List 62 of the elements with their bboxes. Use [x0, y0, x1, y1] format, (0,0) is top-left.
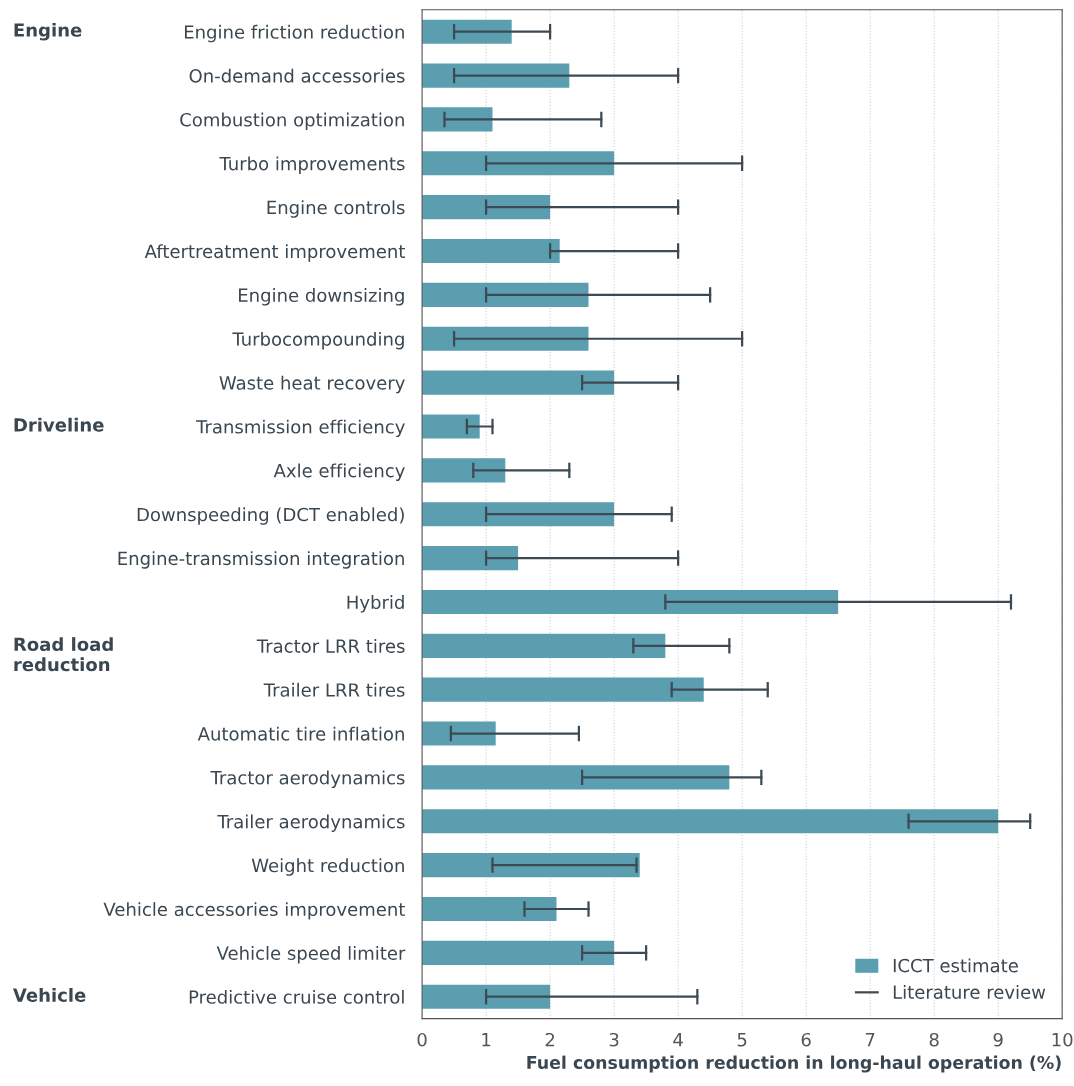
bar — [422, 282, 589, 307]
y-tick-label: Predictive cruise control — [189, 989, 404, 1004]
x-tick-label: 10 — [1052, 1032, 1073, 1047]
bar — [422, 19, 512, 44]
y-tick-label: Engine controls — [267, 200, 405, 218]
legend-label: ICCT estimate — [893, 958, 1018, 973]
bar — [422, 458, 506, 483]
y-tick-label: Engine friction reduction — [184, 24, 404, 43]
y-tick-label: Engine-transmission integration — [118, 551, 404, 569]
text: Road load reduction — [14, 637, 113, 672]
text: Driveline — [14, 417, 104, 432]
x-tick-label: 7 — [865, 1033, 875, 1047]
x-tick-label: 4 — [673, 1033, 683, 1047]
y-tick-label: Turbocompounding — [232, 331, 404, 350]
bar — [422, 633, 666, 658]
y-tick-label: Engine downsizing — [239, 288, 404, 306]
y-tick-label: Tractor aerodynamics — [210, 770, 405, 789]
y-tick-label: Axle efficiency — [273, 463, 405, 481]
y-tick-label: Weight reduction — [251, 858, 404, 876]
bar — [422, 502, 615, 527]
y-tick-label: Trailer aerodynamics — [217, 814, 405, 832]
x-tick-label: 9 — [993, 1032, 1003, 1047]
bar — [422, 151, 615, 176]
bar — [422, 853, 640, 878]
y-tick-label: On-demand accessories — [189, 68, 405, 83]
bar — [422, 984, 551, 1009]
y-tick-label: Downspeeding (DCT enabled) — [137, 507, 404, 525]
y-tick-label: Trailer LRR tires — [263, 682, 405, 697]
y-tick-label: Automatic tire inflation — [197, 726, 404, 741]
y-tick-label: Vehicle speed limiter — [216, 946, 406, 964]
bar — [422, 370, 615, 395]
y-tick-label: Tractor LRR tires — [256, 638, 405, 653]
bar — [422, 940, 615, 965]
x-tick-label: 6 — [801, 1032, 811, 1047]
bar — [422, 326, 589, 351]
y-tick-label: Waste heat recovery — [219, 375, 405, 394]
bar — [422, 721, 496, 746]
bar — [422, 677, 704, 702]
x-tick-label: 0 — [417, 1032, 427, 1047]
text: Engine — [14, 22, 82, 41]
bar — [422, 195, 551, 220]
bar — [422, 546, 519, 571]
x-axis-title: Fuel consumption reduction in long-haul operation (%) — [527, 1055, 1061, 1073]
bar — [422, 896, 557, 922]
y-tick-label: Hybrid — [347, 595, 404, 613]
y-tick-label: Transmission efficiency — [196, 419, 405, 438]
bar — [422, 414, 480, 439]
bar — [422, 589, 839, 615]
x-tick-label: 8 — [929, 1032, 939, 1047]
bar — [422, 765, 730, 790]
y-tick-label: Combustion optimization — [180, 112, 404, 131]
x-tick-label: 1 — [482, 1033, 491, 1047]
text: Vehicle — [12, 988, 86, 1002]
x-tick-label: 2 — [545, 1032, 555, 1047]
x-tick-label: 5 — [737, 1033, 747, 1047]
y-tick-label: Aftertreatment improvement — [144, 244, 405, 262]
x-tick-label: 3 — [609, 1032, 619, 1047]
y-tick-label: Turbo improvements — [219, 156, 405, 174]
annotation: Literature review — [893, 984, 1046, 999]
bar — [422, 238, 560, 264]
bar — [422, 809, 999, 834]
y-tick-label: Vehicle accessories improvement — [103, 902, 405, 920]
